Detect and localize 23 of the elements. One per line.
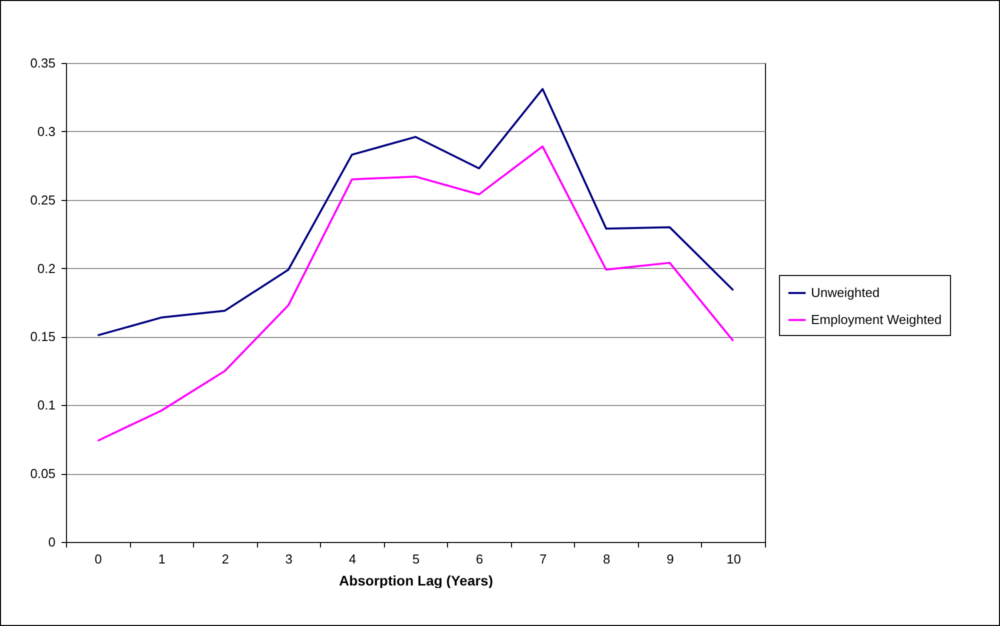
x-tick-label: 9 — [666, 552, 674, 566]
legend-label: Employment Weighted — [811, 312, 942, 327]
y-tick-label: 0.2 — [37, 260, 56, 276]
y-tick-label: 0.25 — [30, 192, 56, 208]
x-tick-label: 0 — [94, 552, 102, 566]
y-tick-label: 0.15 — [30, 329, 56, 344]
y-tick-label: 0.35 — [30, 56, 56, 70]
x-tick-label: 10 — [726, 552, 741, 566]
x-tick-label: 8 — [603, 552, 610, 566]
x-tick-label: 1 — [158, 552, 166, 566]
y-tick-label: 0.3 — [37, 124, 56, 139]
x-tick-label: 6 — [476, 552, 484, 566]
x-tick-label: 7 — [539, 552, 547, 566]
y-tick-label: 0.05 — [30, 466, 56, 482]
line-series — [96, 145, 734, 442]
y-tick-label: 0 — [48, 534, 56, 550]
x-tick-label: 4 — [348, 552, 356, 566]
line-series — [96, 88, 734, 336]
x-tick-label: 3 — [285, 552, 293, 566]
x-tick-label: 2 — [222, 552, 229, 566]
x-tick-label: 5 — [412, 552, 420, 566]
y-tick-label: 0.1 — [37, 398, 56, 413]
legend-label: Unweighted — [811, 285, 880, 300]
